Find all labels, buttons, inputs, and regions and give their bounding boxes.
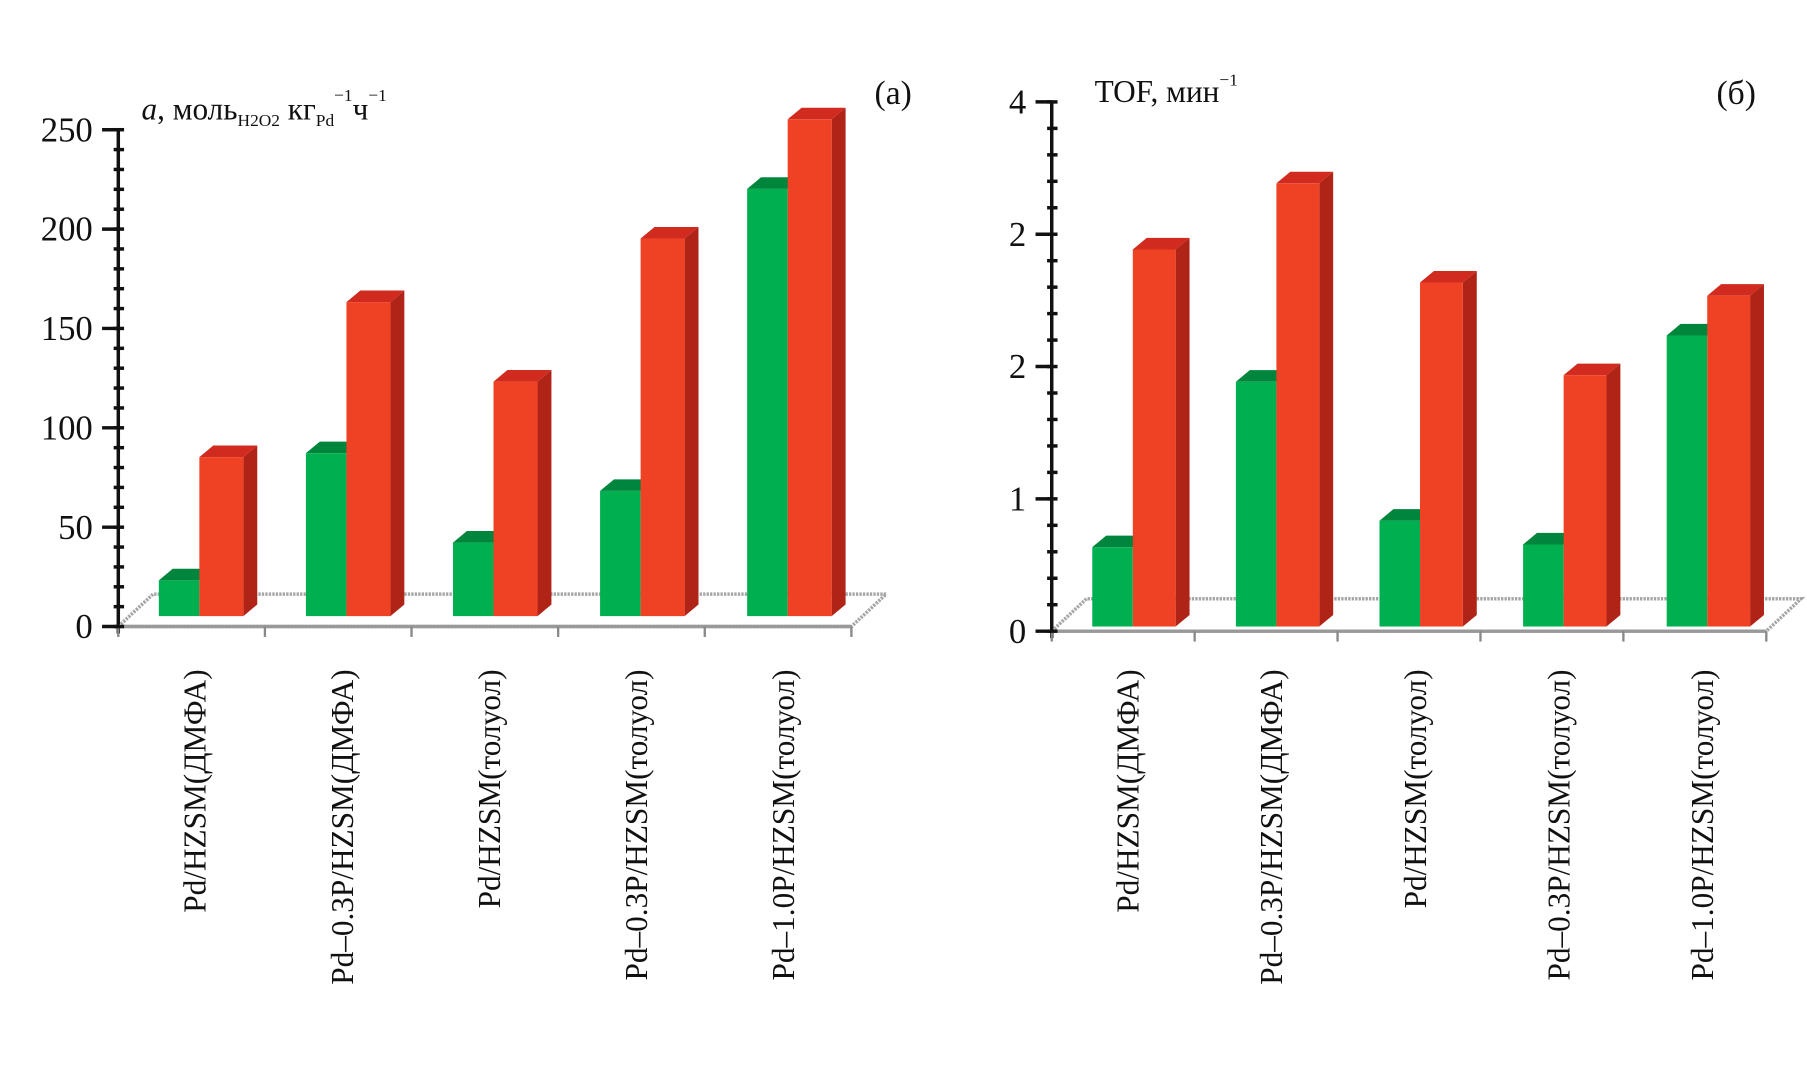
series-red-bar-top xyxy=(1420,270,1477,283)
series-red-bar xyxy=(493,381,538,617)
title-a-unit: , моль xyxy=(157,91,237,126)
series-green-bar xyxy=(1235,381,1277,627)
series-green-bar xyxy=(1092,547,1133,627)
series-red-bar-top xyxy=(787,107,846,120)
y-axis-title-b: TOF, мин−1 xyxy=(1095,71,1238,109)
category-label: Pd–0.3P/HZSM(толуол) xyxy=(1541,669,1576,980)
title-a-kg: кг xyxy=(280,91,316,126)
y-tick-label: 150 xyxy=(41,309,93,348)
series-red-bar-top xyxy=(1563,363,1621,376)
y-axis-title-a: a, мольH2O2 кгPd −1ч−1 xyxy=(141,86,386,130)
title-b-main: TOF, мин xyxy=(1095,74,1220,109)
category-label: Pd–0.3P/HZSM(ДМФА) xyxy=(1254,669,1289,984)
y-tick-label: 50 xyxy=(58,508,93,547)
series-red-bar-top xyxy=(199,445,258,458)
series-red-bar xyxy=(199,457,244,617)
series-red-bar xyxy=(640,238,685,617)
series-red-bar-side xyxy=(831,107,846,617)
series-red-bar-side xyxy=(1750,284,1764,627)
series-red-bar-side xyxy=(1462,270,1477,627)
title-a-h: ч xyxy=(353,91,369,126)
series-green-bar xyxy=(747,188,788,617)
series-green-bar xyxy=(452,542,494,617)
series-red-bar-side xyxy=(243,445,258,617)
title-a-sub2: Pd xyxy=(316,111,335,130)
category-label: Pd/HZSM(ДМФА) xyxy=(178,669,213,912)
floor-plane xyxy=(113,592,891,629)
series-red-bar xyxy=(1132,249,1176,627)
title-a-sup2: −1 xyxy=(368,86,386,105)
y-tick-label: 1 xyxy=(1009,479,1026,518)
y-tick-label: 4 xyxy=(1009,82,1026,121)
y-tick-label: 0 xyxy=(75,607,92,646)
category-label: Pd/HZSM(толуол) xyxy=(472,669,507,908)
panel-label-b: (б) xyxy=(1717,75,1756,112)
category-label: Pd/HZSM(ДМФА) xyxy=(1111,669,1146,912)
series-red-bar-side xyxy=(684,226,699,617)
series-green-bar xyxy=(1666,335,1708,627)
y-tick-label: 250 xyxy=(41,110,93,149)
title-a-sup1: −1 xyxy=(334,86,352,105)
category-label: Pd–0.3P/HZSM(толуол) xyxy=(619,669,654,980)
title-a-main: a xyxy=(141,91,157,126)
y-tick-label: 100 xyxy=(41,408,93,447)
series-red-bar xyxy=(1276,183,1320,627)
panel-label-a: (а) xyxy=(875,75,912,112)
category-label: Pd–1.0P/HZSM(толуол) xyxy=(766,669,801,980)
series-red-bar-top xyxy=(1707,284,1764,296)
series-red-bar-top xyxy=(1132,237,1190,250)
category-label: Pd–0.3P/HZSM(ДМФА) xyxy=(325,669,360,984)
title-b-sup1: −1 xyxy=(1219,71,1237,90)
series-red-bar xyxy=(1707,295,1751,627)
y-tick-label: 200 xyxy=(41,210,93,249)
title-a-sub1: H2O2 xyxy=(238,111,280,130)
series-red-bar-side xyxy=(390,290,405,617)
series-red-bar-side xyxy=(1319,171,1334,627)
series-red-bar-top xyxy=(640,226,699,239)
series-red-bar-side xyxy=(1606,363,1621,627)
series-green-bar xyxy=(305,453,347,617)
series-red-bar xyxy=(1563,375,1607,627)
series-red-bar xyxy=(346,302,391,617)
y-tick-label: 2 xyxy=(1009,215,1026,254)
y-tick-label: 0 xyxy=(1009,612,1026,651)
chart-a: (а) a, мольH2O2 кгPd −1ч−1 0 50 100 150 200 25… xyxy=(41,75,912,985)
series-red-bar-top xyxy=(346,290,405,303)
series-green-bar xyxy=(158,580,200,617)
series-green-bar xyxy=(600,490,641,617)
series-red-bar xyxy=(787,119,832,617)
series-red-bar xyxy=(1420,282,1463,627)
category-label: Pd/HZSM(толуол) xyxy=(1398,669,1433,908)
series-red-bar-top xyxy=(1276,171,1334,184)
series-green-bar xyxy=(1523,544,1564,627)
series-red-bar-side xyxy=(537,370,552,617)
series-red-bar-side xyxy=(1175,237,1190,627)
series-green-bar xyxy=(1379,520,1421,627)
category-label: Pd–1.0P/HZSM(толуол) xyxy=(1685,669,1720,980)
chart-b: (б) TOF, мин−1 0 1 2 2 4 Pd/HZSM(ДМФА) Pd–0.3P… xyxy=(1009,71,1806,985)
series-red-bar-top xyxy=(493,370,552,382)
y-tick-label: 2 xyxy=(1009,347,1026,386)
